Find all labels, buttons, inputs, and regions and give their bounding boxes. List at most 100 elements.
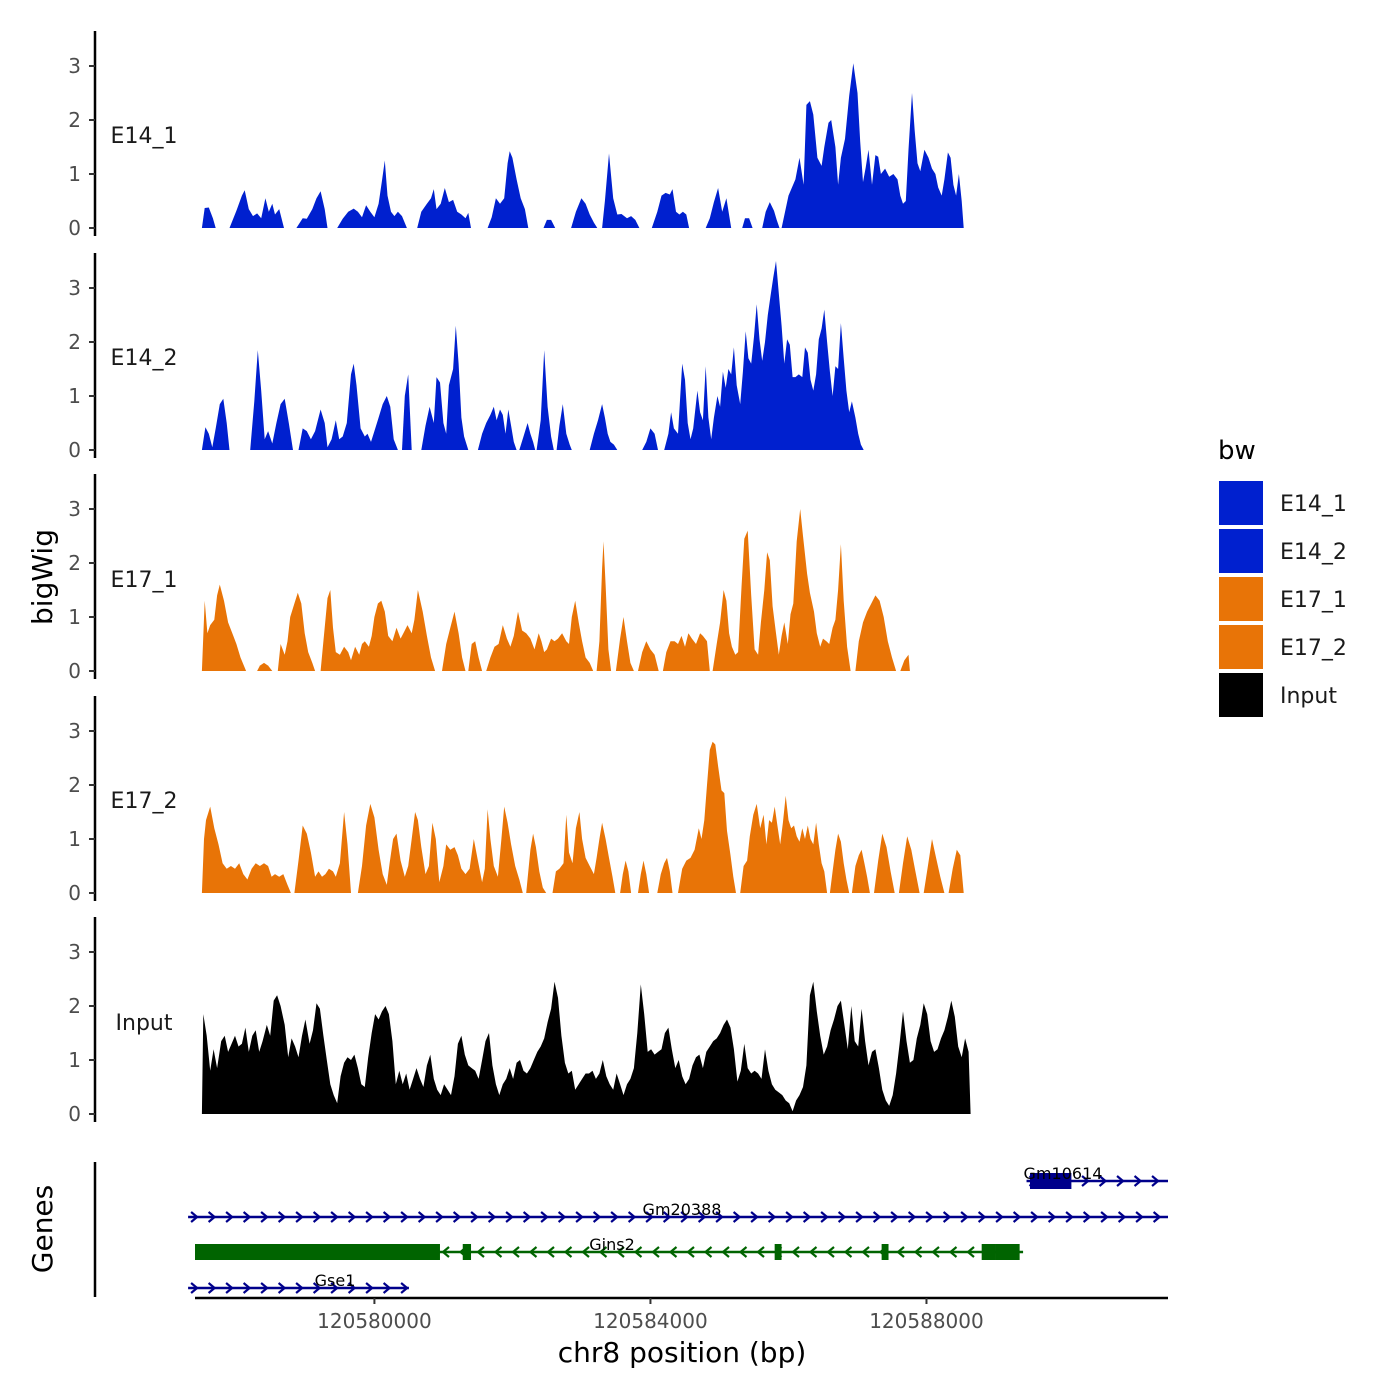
area-segment-E14_1-13 <box>781 63 964 228</box>
strand-arrow <box>598 1246 608 1258</box>
legend-title: bw <box>1218 436 1256 466</box>
track-E17_2: 0 1 2 3 E17_2 <box>68 696 964 905</box>
strand-arrow <box>557 1211 567 1223</box>
strand-arrow <box>242 1211 252 1223</box>
strand-arrow <box>382 1282 392 1294</box>
x-tick-label: 120580000 <box>317 1309 432 1333</box>
y-axis-title: bigWig <box>26 529 59 625</box>
strand-arrow <box>1133 1175 1143 1187</box>
area-segment-E17_2-8 <box>678 741 736 893</box>
gene-panel: Gm10614 Gm20388 Gins2 Gse1 <box>93 1162 1168 1297</box>
strand-arrow <box>225 1282 234 1294</box>
strand-arrow <box>207 1282 217 1294</box>
legend-label: E14_2 <box>1280 540 1347 565</box>
track-label: E14_2 <box>111 346 178 371</box>
strand-arrow <box>260 1282 269 1294</box>
strand-arrow <box>365 1282 374 1294</box>
gene-label: Gm10614 <box>1024 1164 1103 1183</box>
strand-arrow <box>820 1211 829 1223</box>
area-segment-E14_1-0 <box>201 207 216 228</box>
strand-arrow <box>808 1246 818 1258</box>
strand-arrow <box>347 1282 357 1294</box>
strand-arrow <box>312 1282 322 1294</box>
y-tick-label: 0 <box>68 216 81 240</box>
area-segment-E17_2-7 <box>657 857 673 893</box>
area-segment-E17_2-9 <box>740 795 828 893</box>
strand-arrow <box>738 1246 748 1258</box>
y-tick-label: 0 <box>68 438 81 462</box>
track-E14_2: 0 1 2 3 E14_2 <box>68 253 864 462</box>
gene-label: Gins2 <box>589 1235 635 1254</box>
strand-arrow <box>330 1211 339 1223</box>
area-segment-E17_2-3 <box>526 833 547 893</box>
strand-arrow <box>948 1246 958 1258</box>
strand-arrow <box>931 1246 940 1258</box>
strand-arrow <box>1082 1211 1092 1223</box>
y-tick-label: 1 <box>68 1048 81 1072</box>
area-segment-E14_1-1 <box>229 190 284 228</box>
strand-arrow <box>1135 1211 1144 1223</box>
strand-arrow <box>837 1211 847 1223</box>
legend-swatch-E17_2 <box>1219 625 1263 669</box>
strand-arrow <box>575 1211 584 1223</box>
y-tick-label: 2 <box>68 551 81 575</box>
track-label: E14_1 <box>111 124 178 149</box>
area-segment-E14_2-1 <box>250 350 293 450</box>
strand-arrow <box>1151 1175 1160 1187</box>
strand-arrow <box>750 1211 759 1223</box>
strand-arrow <box>680 1211 689 1223</box>
strand-arrow <box>791 1246 800 1258</box>
gene-Gins2: Gins2 <box>195 1235 1024 1260</box>
strand-arrow <box>242 1282 252 1294</box>
strand-arrow <box>365 1211 374 1223</box>
y-tick-label: 2 <box>68 108 81 132</box>
legend-swatch-Input <box>1219 673 1263 717</box>
track-label: E17_1 <box>111 568 178 593</box>
strand-arrow <box>417 1211 427 1223</box>
strand-arrow <box>732 1211 742 1223</box>
gene-Gm10614: Gm10614 <box>1024 1164 1168 1189</box>
strand-arrow <box>802 1211 812 1223</box>
gene-label: Gse1 <box>315 1271 356 1290</box>
strand-arrow <box>1116 1175 1125 1187</box>
area-segment-E14_2-5 <box>477 406 517 450</box>
exon <box>195 1244 440 1260</box>
x-axis: 120580000 120584000 120588000 <box>195 1296 1168 1333</box>
strand-arrow <box>452 1211 462 1223</box>
track-Input: 0 1 2 3 Input <box>68 917 971 1126</box>
strand-arrow <box>277 1282 287 1294</box>
area-segment-E14_2-0 <box>201 398 230 450</box>
strand-arrow <box>662 1211 672 1223</box>
strand-arrow <box>966 1246 975 1258</box>
strand-arrow <box>668 1246 678 1258</box>
strand-arrow <box>977 1211 987 1223</box>
strand-arrow <box>721 1246 730 1258</box>
y-tick-label: 1 <box>68 605 81 629</box>
strand-arrow <box>756 1246 765 1258</box>
area-segment-E14_1-3 <box>337 160 407 228</box>
strand-arrow <box>697 1211 707 1223</box>
strand-arrow <box>1030 1211 1039 1223</box>
strand-arrow <box>633 1246 643 1258</box>
y-tick-label: 3 <box>68 276 81 300</box>
strand-arrow <box>540 1211 549 1223</box>
area-segment-E17_1-3 <box>320 590 436 671</box>
y-tick-label: 2 <box>68 773 81 797</box>
area-segment-E14_1-8 <box>602 153 640 228</box>
strand-arrow <box>493 1246 503 1258</box>
strand-arrow <box>592 1211 602 1223</box>
strand-arrow <box>872 1211 882 1223</box>
area-segment-E17_1-8 <box>615 617 634 671</box>
strand-arrow <box>826 1246 835 1258</box>
y-tick-label: 1 <box>68 384 81 408</box>
strand-arrow <box>686 1246 695 1258</box>
strand-arrow <box>295 1282 304 1294</box>
y-tick-label: 0 <box>68 881 81 905</box>
area-segment-E17_2-15 <box>948 849 964 893</box>
area-segment-E17_1-12 <box>855 595 897 671</box>
y-tick-label: 2 <box>68 330 81 354</box>
legend-label: E17_1 <box>1280 588 1347 613</box>
area-segment-E14_1-4 <box>417 188 471 228</box>
area-segment-E17_1-6 <box>486 600 594 671</box>
y-tick-label: 1 <box>68 827 81 851</box>
